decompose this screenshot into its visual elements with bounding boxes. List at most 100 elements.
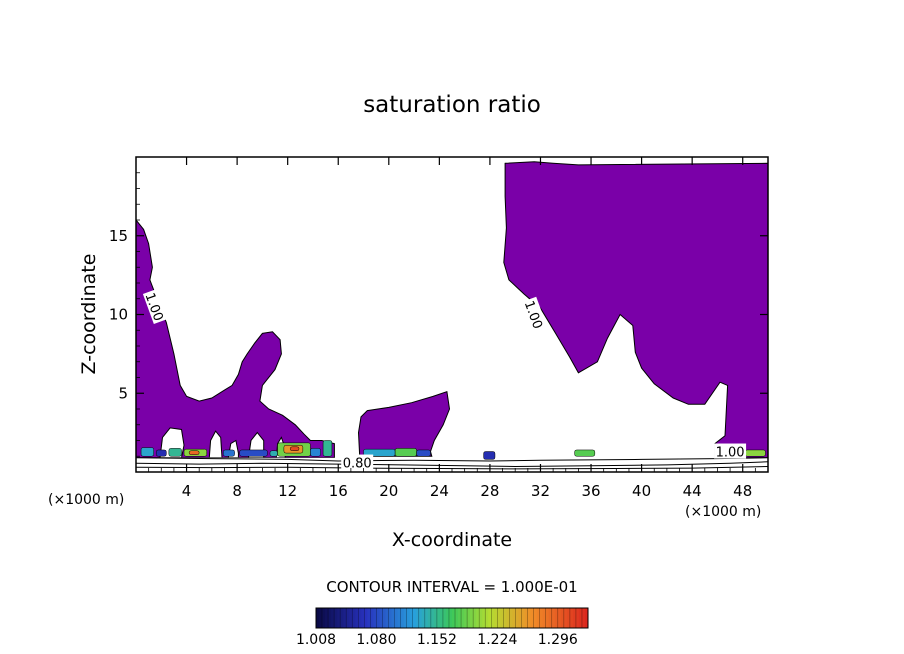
colorbar-swatch: [424, 608, 429, 628]
colorbar-swatch: [536, 608, 541, 628]
colorbar-swatch: [403, 608, 408, 628]
colorbar-swatch: [491, 608, 495, 628]
z-axis-unit: (×1000 m): [685, 504, 761, 520]
x-tick-label: 8: [232, 482, 242, 500]
left-plume-region: [136, 219, 335, 459]
colorbar-swatch: [394, 608, 398, 628]
x-tick-label: 48: [733, 482, 752, 500]
colorbar-swatch: [400, 608, 405, 628]
contour-label-bg: [142, 288, 168, 325]
colorbar-swatch: [452, 608, 456, 628]
colorbar-swatch: [497, 608, 501, 628]
x-axis-unit: (×1000 m): [48, 492, 124, 508]
colorbar-swatch: [442, 608, 447, 628]
colorbar-swatch: [500, 608, 504, 628]
colorbar-swatch: [448, 608, 453, 628]
colorbar-swatch: [409, 608, 414, 628]
colorbar-swatch: [503, 608, 507, 628]
colorbar-swatch: [554, 608, 559, 628]
colorbar-swatch: [506, 608, 510, 628]
saturated-cell: [269, 450, 278, 457]
colorbar-tick-label: 1.152: [417, 632, 457, 648]
x-tick-label: 24: [430, 482, 449, 500]
colorbar-swatch: [382, 608, 386, 628]
colorbar-swatch: [560, 608, 565, 628]
colorbar-tick-label: 1.296: [538, 632, 578, 648]
colorbar-swatch: [482, 608, 486, 628]
x-tick-label: 28: [480, 482, 499, 500]
colorbar-swatch: [445, 608, 450, 628]
colorbar-swatch: [530, 608, 534, 628]
colorbar-swatch: [512, 608, 516, 628]
colorbar-swatch: [355, 608, 359, 628]
contour-label: 1.00: [716, 446, 745, 461]
colorbar-swatch: [518, 608, 522, 628]
colorbar-swatch: [406, 608, 411, 628]
hole-2: [208, 430, 223, 459]
colorbar-swatch: [455, 608, 459, 628]
colorbar-swatch: [509, 608, 513, 628]
colorbar-swatch: [563, 608, 568, 628]
saturated-cell: [574, 449, 596, 457]
saturated-cell: [188, 450, 200, 455]
x-axis-label: X-coordinate: [392, 529, 512, 551]
colorbar-swatch: [458, 608, 462, 628]
colorbar-swatch: [545, 608, 550, 628]
center-blob-region: [357, 391, 451, 457]
x-tick-label: 44: [683, 482, 702, 500]
contour-label: 0.80: [343, 457, 372, 472]
colorbar: 1.008 1.080 1.152 1.224 1.296: [296, 607, 589, 648]
colorbar-swatch: [358, 608, 362, 628]
colorbar-swatch: [337, 608, 341, 628]
colorbar-swatch: [479, 608, 483, 628]
colorbar-swatch: [527, 608, 531, 628]
colorbar-swatch: [584, 608, 589, 628]
colorbar-frame: [315, 607, 589, 629]
colorbar-swatch: [325, 608, 329, 628]
colorbar-swatch: [436, 608, 441, 628]
colorbar-swatch: [421, 608, 426, 628]
contour-interval-text: CONTOUR INTERVAL = 1.000E-01: [326, 578, 577, 596]
saturated-cell: [483, 451, 496, 460]
surface-contour-line: [136, 461, 768, 468]
colorbar-swatch: [439, 608, 444, 628]
colorbar-swatch: [485, 608, 489, 628]
colorbar-tick-label: 1.008: [296, 632, 336, 648]
colorbar-swatch: [415, 608, 420, 628]
colorbar-swatch: [352, 608, 356, 628]
colorbar-swatch: [427, 608, 432, 628]
chart-title: saturation ratio: [363, 92, 541, 118]
saturated-cell: [289, 446, 300, 451]
x-tick-label: 40: [632, 482, 651, 500]
plot-area: 1.00 1.000.801.00: [136, 161, 768, 472]
saturated-cell: [140, 447, 154, 457]
colorbar-swatch: [473, 608, 477, 628]
saturated-cell: [155, 449, 167, 457]
saturated-cell: [416, 449, 431, 457]
colorbar-swatch: [331, 608, 335, 628]
x-tick-label: 16: [329, 482, 348, 500]
saturated-cell: [168, 448, 182, 457]
contour-label-bg: [714, 443, 747, 459]
colorbar-swatch: [373, 608, 377, 628]
colorbar-swatch: [379, 608, 383, 628]
colorbar-swatch: [464, 608, 468, 628]
colorbar-swatch: [391, 608, 395, 628]
colorbar-swatch: [328, 608, 332, 628]
colorbar-swatch: [367, 608, 371, 628]
colorbar-swatch: [376, 608, 380, 628]
colorbar-swatch: [572, 608, 577, 628]
x-tick-label: 12: [278, 482, 297, 500]
x-tick-label: 32: [531, 482, 550, 500]
colorbar-swatch: [515, 608, 519, 628]
colorbar-swatch: [467, 608, 471, 628]
colorbar-swatch: [533, 608, 538, 628]
y-tick-label: 10: [109, 306, 128, 324]
colorbar-swatch: [476, 608, 480, 628]
saturated-cell: [310, 448, 321, 457]
colorbar-swatch: [346, 608, 350, 628]
x-tick-label: 4: [182, 482, 192, 500]
colorbar-tick-label: 1.224: [477, 632, 517, 648]
